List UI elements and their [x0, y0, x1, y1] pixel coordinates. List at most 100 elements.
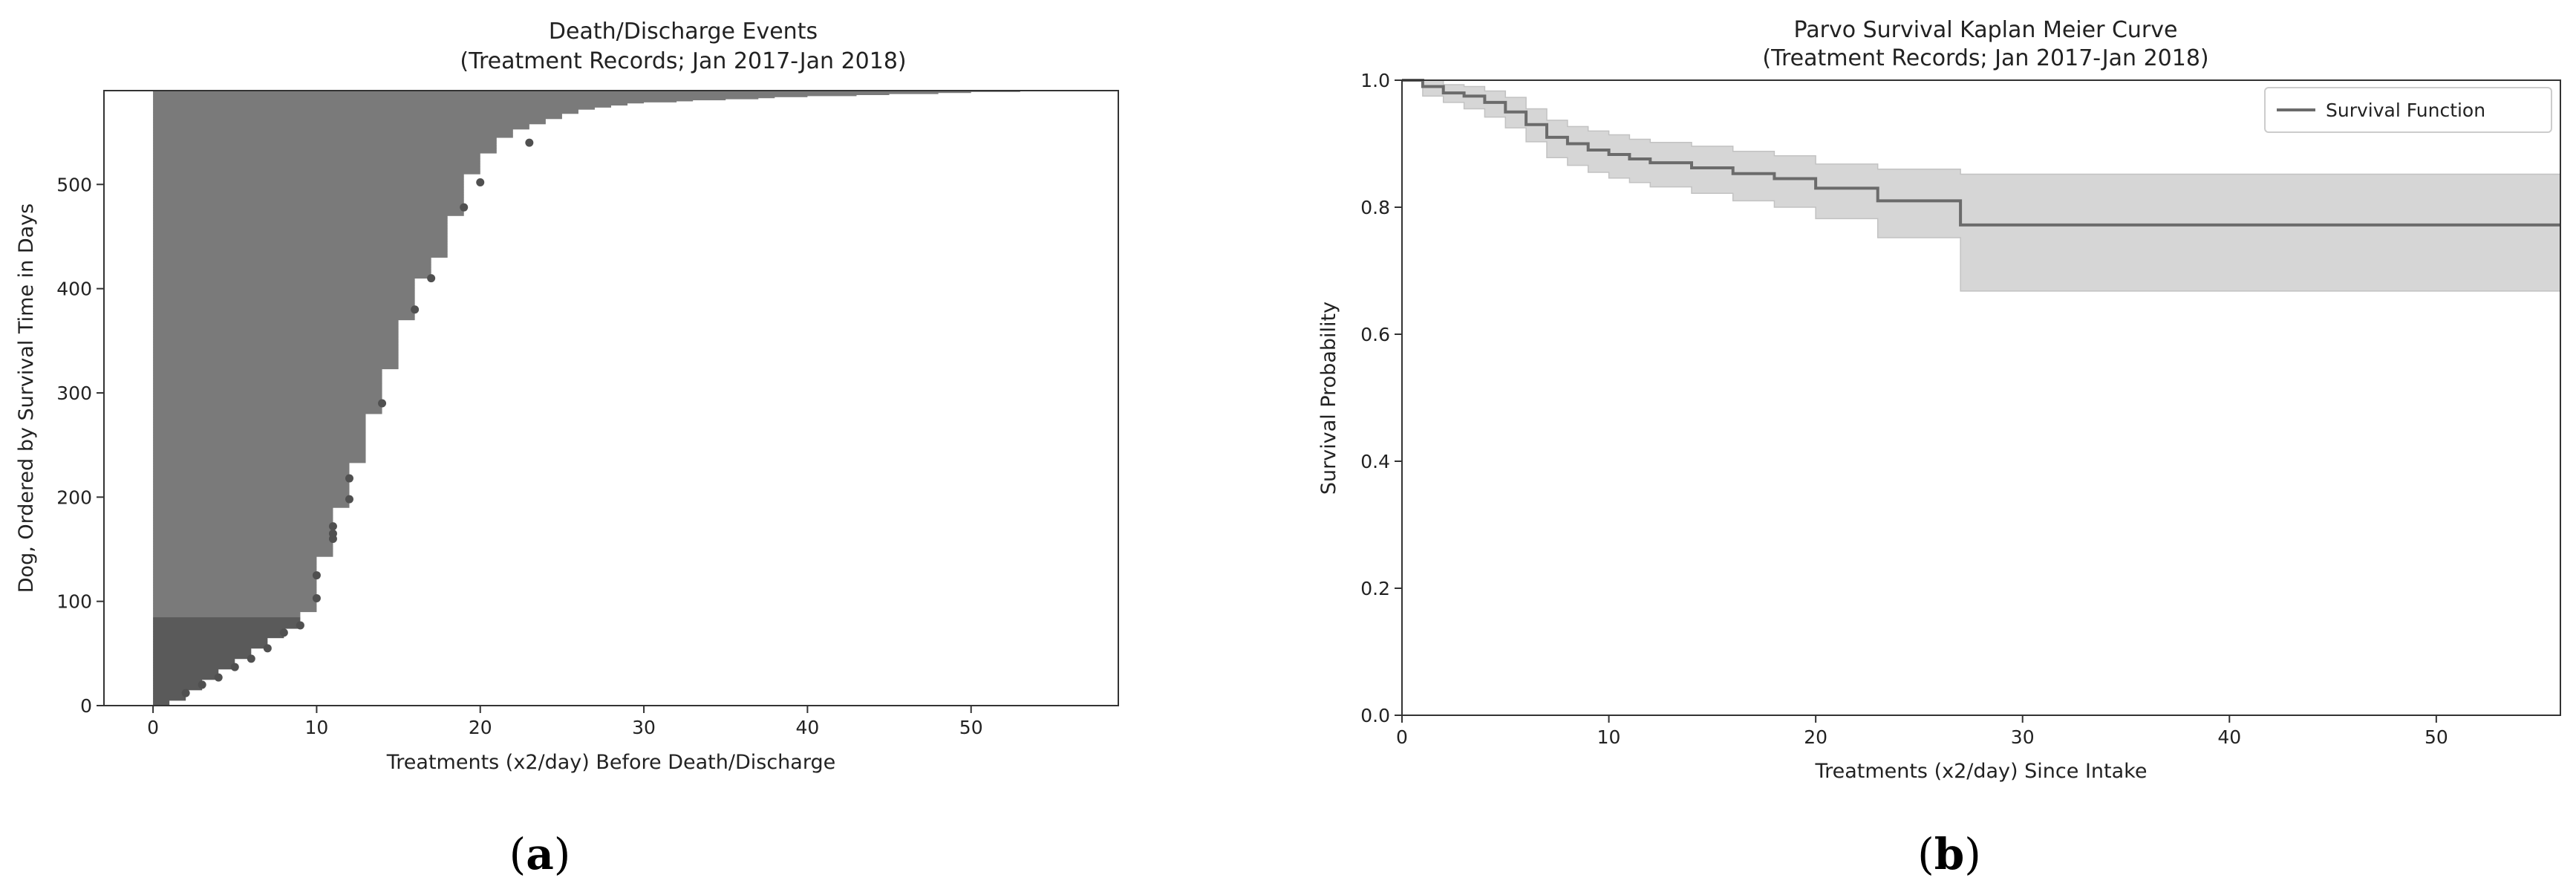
bar-dog-488 [153, 195, 464, 198]
bar-dog-508 [153, 175, 464, 177]
bar-dog-52 [153, 650, 252, 652]
bar-dog-349 [153, 340, 399, 342]
bar-dog-457 [153, 228, 448, 230]
bar-dog-299 [153, 392, 382, 394]
bar-dog-414 [153, 273, 431, 275]
bar-dog-388 [153, 300, 415, 302]
bar-dog-265 [153, 428, 366, 430]
bar-dog-380 [153, 308, 415, 310]
bar-dog-469 [153, 215, 448, 218]
bar-dog-169 [153, 528, 333, 530]
bar-dog-448 [153, 237, 448, 239]
bar-dog-64 [153, 637, 268, 639]
x-tick-label: 50 [959, 717, 983, 738]
bar-dog-48 [153, 654, 252, 657]
x-tick-label: 20 [469, 717, 492, 738]
bar-dog-221 [153, 474, 350, 476]
bar-dog-433 [153, 253, 448, 255]
bar-dog-415 [153, 272, 431, 273]
bar-dog-26 [153, 677, 219, 679]
bar-dog-40 [153, 663, 235, 665]
bar-dog-87 [153, 614, 301, 616]
bar-dog-394 [153, 293, 415, 296]
bar-dog-526 [153, 156, 480, 158]
bar-dog-275 [153, 417, 366, 420]
bar-dog-66 [153, 635, 284, 637]
bar-dog-357 [153, 332, 399, 334]
bar-dog-258 [153, 435, 366, 437]
bar-dog-182 [153, 515, 333, 516]
bar-dog-300 [153, 391, 382, 394]
bar-dog-479 [153, 205, 464, 207]
bar-dog-35 [153, 668, 235, 670]
bar-dog-546 [153, 135, 513, 137]
bar-dog-439 [153, 247, 448, 249]
bar-dog-158 [153, 539, 333, 541]
x-tick-label: 40 [795, 717, 819, 738]
bar-dog-102 [153, 598, 317, 600]
bar-dog-16 [153, 688, 203, 689]
bar-dog-367 [153, 322, 399, 324]
y-tick-label: 200 [56, 486, 92, 508]
bar-dog-369 [153, 319, 399, 322]
bar-dog-132 [153, 567, 317, 569]
bar-dog-368 [153, 321, 399, 322]
bar-dog-354 [153, 335, 399, 337]
bar-dog-432 [153, 254, 448, 256]
bar-dog-256 [153, 437, 366, 440]
bar-dog-19 [153, 684, 203, 686]
bar-dog-327 [153, 363, 399, 365]
panel-label-b-open: ( [1917, 829, 1934, 879]
bar-dog-534 [153, 148, 497, 149]
bar-dog-376 [153, 312, 415, 314]
bar-dog-473 [153, 211, 464, 213]
bar-dog-248 [153, 446, 366, 448]
bar-dog-135 [153, 564, 317, 565]
bar-dog-352 [153, 337, 399, 339]
bar-dog-226 [153, 469, 350, 471]
x-tick-label: 10 [1597, 726, 1621, 748]
panel-label-a-open: ( [509, 829, 526, 879]
bar-dog-122 [153, 577, 317, 579]
bar-dog-334 [153, 356, 399, 358]
bar-dog-344 [153, 345, 399, 348]
bar-dog-259 [153, 435, 366, 436]
bar-dog-239 [153, 455, 366, 457]
bar-dog-558 [153, 123, 546, 125]
bar-dog-61 [153, 640, 268, 642]
bar-dog-21 [153, 683, 203, 684]
bar-dog-149 [153, 549, 333, 551]
bar-dog-573 [153, 107, 595, 109]
y-tick-label: 0.0 [1360, 705, 1390, 726]
bar-dog-345 [153, 345, 399, 347]
bar-dog-579 [153, 101, 677, 102]
bar-dog-550 [153, 131, 513, 133]
bar-dog-375 [153, 313, 415, 316]
event-marker-4 [247, 654, 255, 663]
bar-dog-129 [153, 570, 317, 572]
bar-dog-185 [153, 511, 333, 513]
bar-dog-10 [153, 694, 186, 696]
bar-dog-269 [153, 424, 366, 426]
bar-dog-570 [153, 110, 578, 112]
chart-b-survival-line [1402, 79, 2560, 227]
bar-dog-24 [153, 679, 203, 681]
bar-dog-350 [153, 339, 399, 342]
bar-dog-228 [153, 466, 350, 469]
bar-dog-519 [153, 163, 480, 166]
bar-dog-428 [153, 258, 431, 260]
bar-dog-109 [153, 590, 317, 593]
bar-dog-82 [153, 619, 301, 621]
bar-dog-118 [153, 581, 317, 583]
bar-dog-15 [153, 689, 203, 691]
bar-dog-542 [153, 139, 497, 141]
x-tick-label: 20 [1804, 726, 1827, 748]
bar-dog-94 [153, 606, 317, 608]
bar-dog-351 [153, 339, 399, 340]
bar-dog-36 [153, 667, 235, 668]
bar-dog-179 [153, 518, 333, 520]
bar-dog-518 [153, 164, 480, 166]
bar-dog-212 [153, 484, 350, 485]
y-tick-label: 300 [56, 383, 92, 404]
bar-dog-353 [153, 336, 399, 339]
